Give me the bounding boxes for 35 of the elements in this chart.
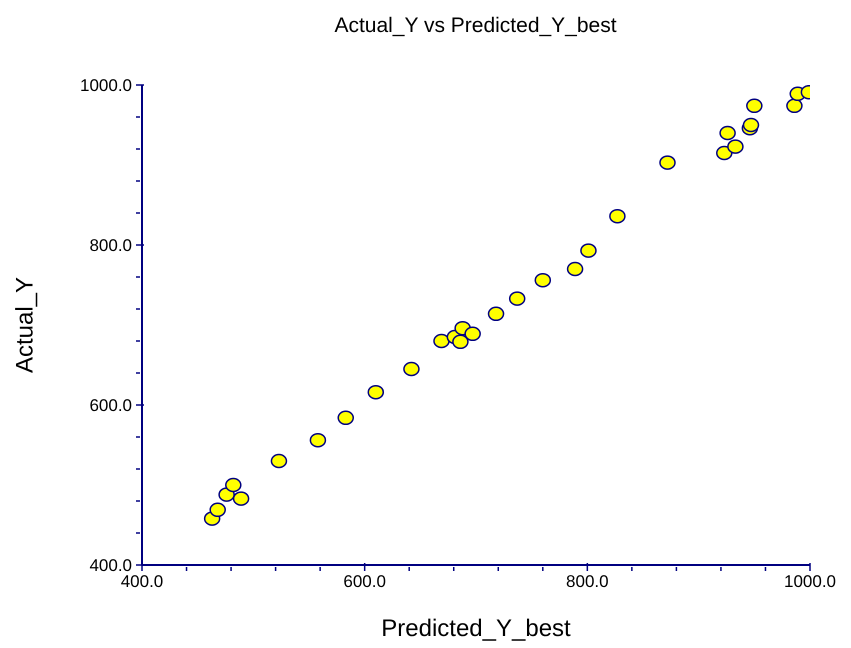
point	[746, 98, 763, 114]
point	[452, 334, 469, 350]
point	[310, 432, 326, 448]
point	[786, 98, 803, 114]
x-tick-label: 1000.0	[784, 572, 836, 591]
x-tick-label: 600.0	[343, 572, 386, 591]
point	[727, 139, 744, 154]
y-tick-label: 400.0	[89, 556, 132, 575]
point	[270, 454, 288, 468]
point	[403, 362, 420, 376]
chart-title: Actual_Y vs Predicted_Y_best	[333, 14, 618, 38]
point	[659, 155, 676, 170]
point	[464, 326, 481, 342]
point	[580, 243, 597, 258]
point	[508, 291, 526, 306]
y-axis-title: Actual_Y	[12, 276, 39, 374]
y-tick-label: 600.0	[89, 396, 132, 415]
point	[488, 306, 504, 322]
point	[337, 410, 354, 426]
x-tick-label: 400.0	[120, 572, 164, 591]
point	[719, 126, 736, 140]
point	[534, 272, 552, 288]
point	[609, 208, 626, 224]
point	[716, 146, 733, 160]
y-tick-label: 1000.0	[80, 76, 132, 95]
x-axis-title: Predicted_Y_best	[381, 615, 572, 642]
point	[566, 262, 584, 276]
point	[209, 502, 226, 518]
y-tick-label: 800.0	[89, 236, 132, 255]
x-tick-label: 800.0	[566, 572, 609, 591]
point	[232, 491, 250, 506]
point	[433, 334, 450, 348]
point	[742, 118, 760, 132]
point	[368, 384, 384, 400]
point	[225, 478, 242, 492]
